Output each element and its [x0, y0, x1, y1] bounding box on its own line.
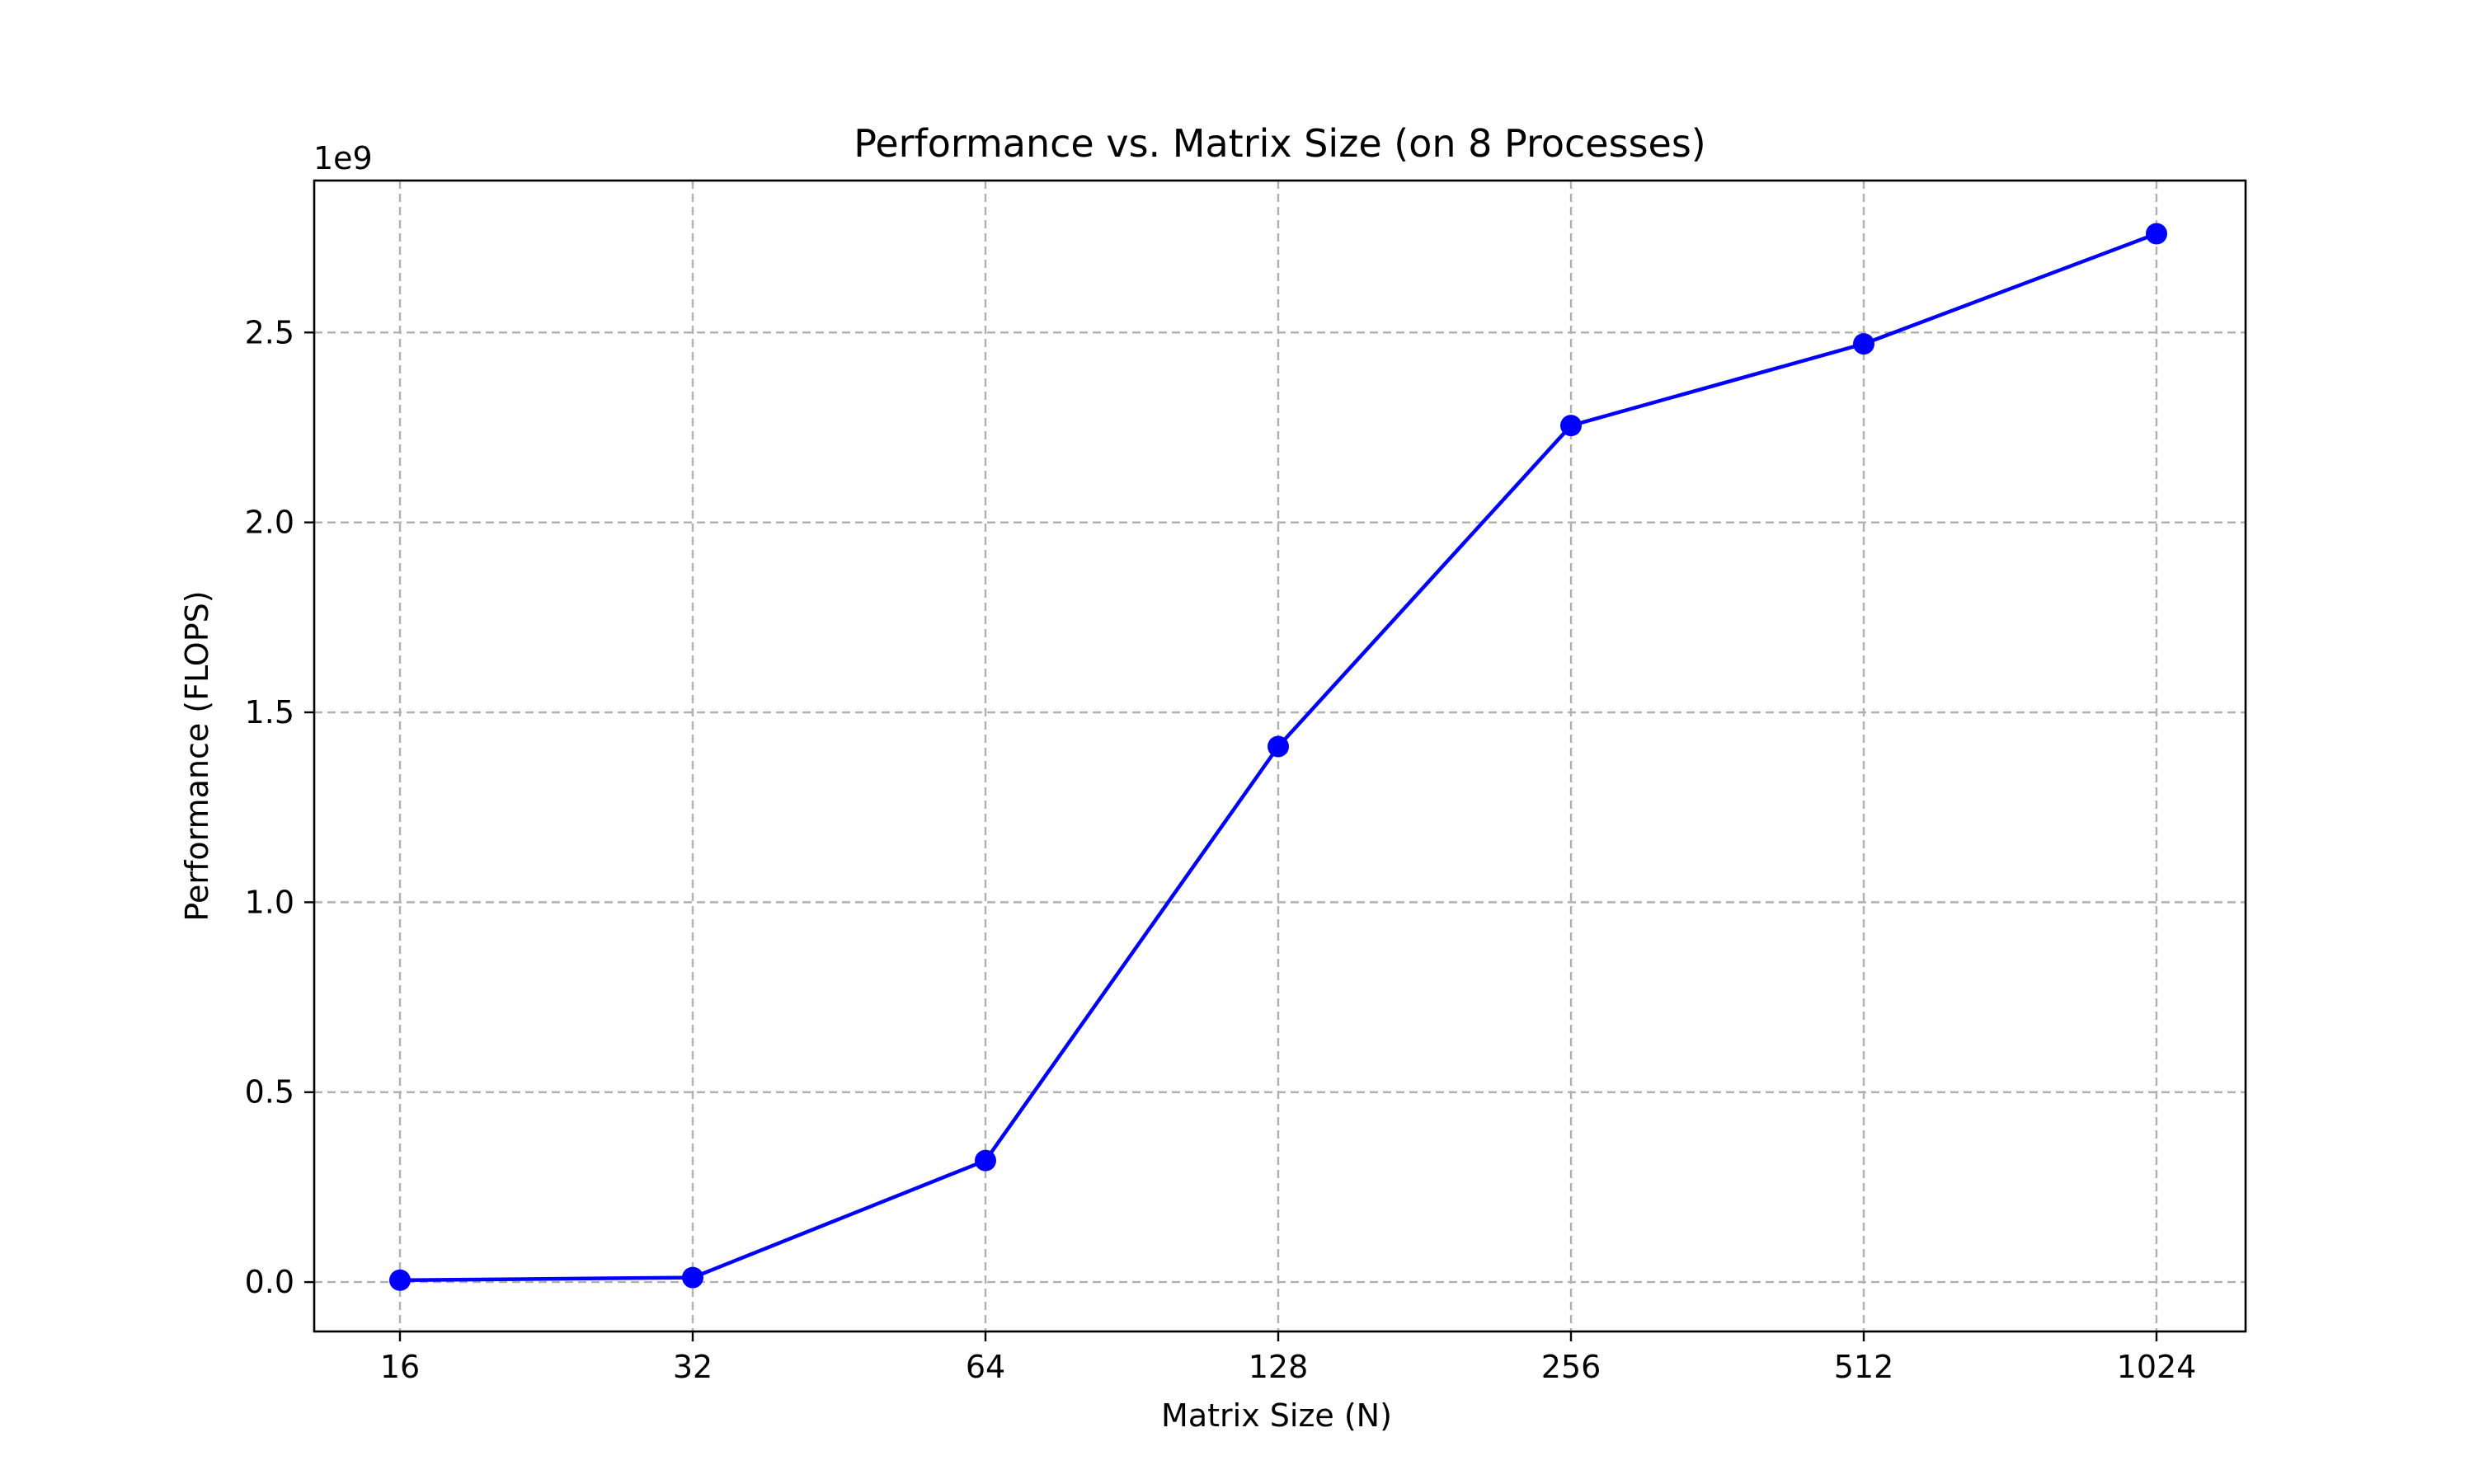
data-point [682, 1266, 703, 1289]
x-tick-label: 16 [380, 1349, 420, 1385]
data-point [975, 1149, 996, 1172]
y-offset-label: 1e9 [313, 140, 373, 176]
x-tick-label: 128 [1249, 1349, 1309, 1385]
y-axis-label: Performance (FLOPS) [179, 590, 215, 921]
ticks: 16 32 64 128 256 512 1024 0.0 0.5 1.0 1.5 2.0 2.5 [245, 314, 2197, 1385]
data-point [1560, 415, 1582, 437]
data-point [1268, 735, 1289, 758]
x-tick-label: 1024 [2117, 1349, 2197, 1385]
x-tick-label: 32 [673, 1349, 713, 1385]
data-point [389, 1269, 411, 1291]
x-axis-label: Matrix Size (N) [1161, 1397, 1392, 1434]
x-tick-label: 512 [1834, 1349, 1894, 1385]
y-tick-label: 0.0 [245, 1264, 294, 1300]
plot-frame [313, 179, 2247, 1333]
series-layer [389, 223, 2167, 1291]
y-tick-label: 2.0 [245, 505, 294, 541]
chart-title: Performance vs. Matrix Size (on 8 Proces… [854, 121, 1706, 166]
y-tick-label: 2.5 [245, 314, 294, 350]
y-tick-label: 0.5 [245, 1074, 294, 1111]
x-tick-label: 256 [1541, 1349, 1602, 1385]
x-tick-label: 64 [966, 1349, 1005, 1385]
data-point [2146, 223, 2167, 245]
y-tick-label: 1.5 [245, 694, 294, 730]
data-point [1853, 333, 1874, 355]
grid [314, 181, 2246, 1331]
y-tick-label: 1.0 [245, 884, 294, 920]
